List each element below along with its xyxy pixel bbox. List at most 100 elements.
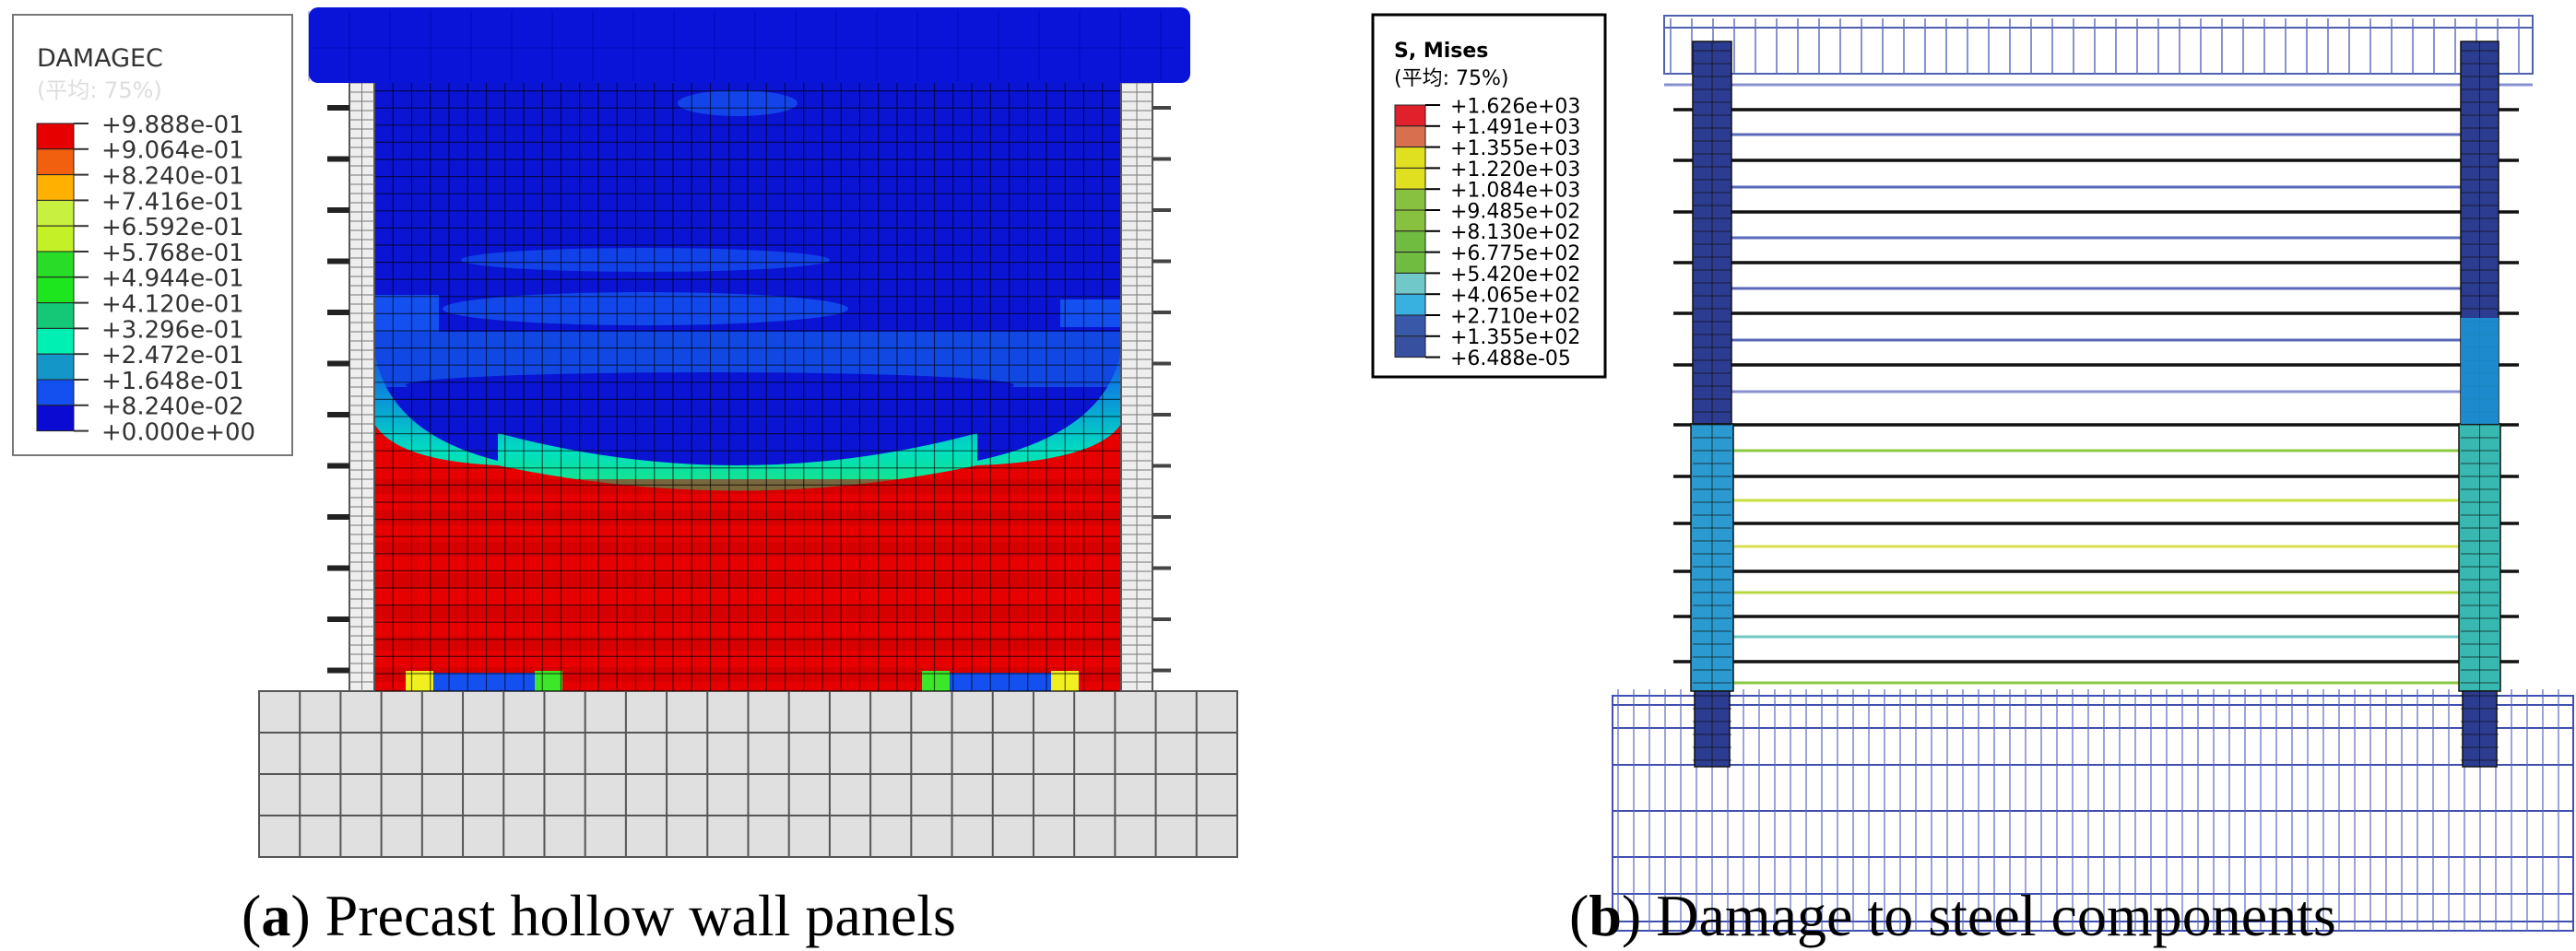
- legend-swatch: [36, 327, 75, 355]
- legend-value: +5.420e+02: [1450, 264, 1580, 287]
- legend-swatch: [36, 123, 75, 150]
- legend-value: +4.944e-01: [101, 265, 244, 293]
- legend-swatch: [36, 405, 75, 432]
- anchor-bolt: [327, 258, 349, 264]
- foundation-rebar: [1612, 689, 2574, 932]
- legend-value: +4.065e+02: [1450, 285, 1580, 308]
- legend-value: +3.296e-01: [101, 316, 244, 344]
- legend-swatch: [36, 199, 75, 227]
- caption-text: Precast hollow wall panels: [325, 883, 956, 948]
- legend-swatch: [36, 353, 75, 381]
- anchor-bolt: [1152, 361, 1171, 366]
- anchor-bolt: [1152, 259, 1171, 264]
- anchor-bolt: [1152, 515, 1171, 519]
- legend-swatch: [36, 302, 75, 329]
- panel-a-model: [258, 7, 1238, 858]
- mises-legend: S, Mises (平均: 75%) +1.626e+03+1.491e+03+…: [1371, 13, 1607, 379]
- anchor-bolt: [327, 360, 349, 367]
- anchor-bolt: [327, 207, 349, 213]
- legend-value: +6.592e-01: [101, 214, 244, 241]
- anchor-bolt: [327, 156, 349, 162]
- legend-title: DAMAGEC: [37, 44, 163, 73]
- caption-text: Damage to steel components: [1656, 883, 2336, 948]
- bottom-corner-damage: [406, 671, 1079, 691]
- legend-value: +2.710e+02: [1450, 305, 1580, 328]
- anchor-bolt: [327, 412, 349, 417]
- foundation-beam: [258, 690, 1238, 858]
- beam-cage: [1663, 15, 2534, 75]
- steel-column-stressed: [2461, 318, 2499, 424]
- legend-swatch: [1394, 167, 1426, 190]
- legend-swatch: [1394, 209, 1426, 232]
- legend-subtitle: (平均: 75%): [1394, 67, 1508, 90]
- legend-value: +4.120e-01: [101, 290, 244, 318]
- legend-swatch: [36, 379, 75, 406]
- legend-swatch: [1394, 335, 1426, 358]
- anchor-bolt: [327, 105, 349, 111]
- legend-value: +1.491e+03: [1450, 116, 1580, 139]
- anchor-bolt: [1152, 413, 1171, 417]
- legend-swatch: [1394, 125, 1426, 148]
- legend-value: +9.888e-01: [101, 112, 244, 139]
- legend-value: +1.355e+02: [1450, 326, 1580, 349]
- anchor-bolt: [327, 667, 349, 674]
- legend-swatch: [1394, 147, 1426, 169]
- anchor-bolt: [327, 463, 349, 469]
- wall-mesh: [374, 74, 1121, 691]
- legend-swatch: [36, 276, 75, 304]
- loading-beam-rebar: [1663, 15, 2534, 87]
- caption-a: (a) Precast hollow wall panels: [242, 883, 956, 948]
- legend-title: S, Mises: [1394, 40, 1488, 63]
- legend-value: +5.768e-01: [101, 240, 244, 267]
- legend-swatch: [36, 148, 75, 176]
- caption-letter: b: [1589, 883, 1622, 948]
- legend-value: +9.064e-01: [101, 137, 244, 165]
- boundary-columns: [327, 73, 1171, 692]
- anchor-bolt: [327, 616, 349, 622]
- legend-value: +0.000e+00: [101, 418, 255, 446]
- legend-value: +1.626e+03: [1450, 95, 1580, 118]
- horizontal-rebars: [1673, 108, 2519, 685]
- legend-value: +6.488e-05: [1450, 347, 1571, 370]
- anchor-bolt: [1152, 566, 1171, 570]
- damage-legend: DAMAGEC (平均: 75%) +9.888e-01+9.064e-01 +8…: [12, 14, 293, 456]
- legend-value: +1.355e+03: [1450, 137, 1580, 160]
- legend-subtitle: (平均: 75%): [37, 77, 162, 103]
- anchor-bolt: [1152, 208, 1171, 212]
- foundation-cage: [1612, 695, 2574, 932]
- legend-swatch: [1394, 230, 1426, 253]
- legend-swatch: [1394, 272, 1426, 295]
- loading-beam: [308, 7, 1190, 83]
- anchor-bolt: [327, 310, 349, 315]
- legend-swatch: [36, 251, 75, 278]
- legend-value: +1.220e+03: [1450, 158, 1580, 182]
- caption-b: (b) Damage to steel components: [1569, 883, 2336, 948]
- anchor-bolt: [327, 514, 349, 520]
- legend-value: +8.130e+02: [1450, 221, 1580, 244]
- legend-value: +1.084e+03: [1450, 180, 1580, 203]
- legend-swatch: [36, 225, 75, 252]
- legend-swatch: [1394, 104, 1426, 127]
- legend-swatch: [1394, 314, 1426, 337]
- anchor-bolt: [1152, 617, 1171, 621]
- legend-value: +7.416e-01: [101, 188, 244, 216]
- caption-letter: a: [261, 883, 291, 948]
- steel-columns: [1690, 41, 2501, 768]
- anchor-bolt: [1152, 157, 1171, 161]
- legend-swatch: [1394, 293, 1426, 316]
- anchor-bolt: [1152, 106, 1171, 110]
- legend-value: +8.240e-02: [101, 393, 244, 421]
- legend-swatch: [1394, 188, 1426, 211]
- wall-panel-contour: [374, 74, 1121, 691]
- panel-b-model: [1612, 15, 2574, 932]
- legend-swatch: [1394, 252, 1426, 274]
- legend-value: +9.485e+02: [1450, 200, 1580, 223]
- anchor-bolt: [1152, 311, 1171, 314]
- legend-swatch: [36, 174, 75, 201]
- legend-value: +2.472e-01: [101, 342, 244, 370]
- anchor-bolt: [1152, 668, 1171, 673]
- anchor-bolt: [327, 565, 349, 571]
- anchor-bolt: [1152, 464, 1171, 468]
